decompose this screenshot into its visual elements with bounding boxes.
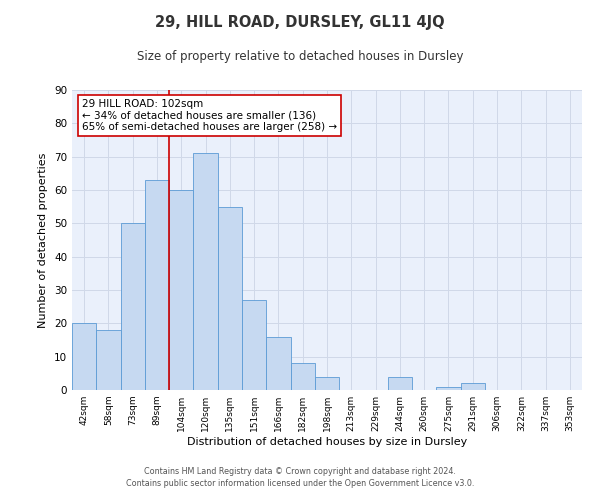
Bar	[266, 336, 290, 390]
Text: 29 HILL ROAD: 102sqm
← 34% of detached houses are smaller (136)
65% of semi-deta: 29 HILL ROAD: 102sqm ← 34% of detached h…	[82, 99, 337, 132]
Bar	[388, 376, 412, 390]
Y-axis label: Number of detached properties: Number of detached properties	[38, 152, 49, 328]
Bar	[315, 376, 339, 390]
Bar	[121, 224, 145, 390]
Bar	[436, 386, 461, 390]
Bar	[145, 180, 169, 390]
Bar	[461, 384, 485, 390]
Bar	[218, 206, 242, 390]
X-axis label: Distribution of detached houses by size in Dursley: Distribution of detached houses by size …	[187, 437, 467, 447]
Bar	[193, 154, 218, 390]
Text: 29, HILL ROAD, DURSLEY, GL11 4JQ: 29, HILL ROAD, DURSLEY, GL11 4JQ	[155, 15, 445, 30]
Bar	[169, 190, 193, 390]
Bar	[242, 300, 266, 390]
Bar	[290, 364, 315, 390]
Text: Size of property relative to detached houses in Dursley: Size of property relative to detached ho…	[137, 50, 463, 63]
Bar	[96, 330, 121, 390]
Bar	[72, 324, 96, 390]
Text: Contains HM Land Registry data © Crown copyright and database right 2024.
Contai: Contains HM Land Registry data © Crown c…	[126, 466, 474, 487]
